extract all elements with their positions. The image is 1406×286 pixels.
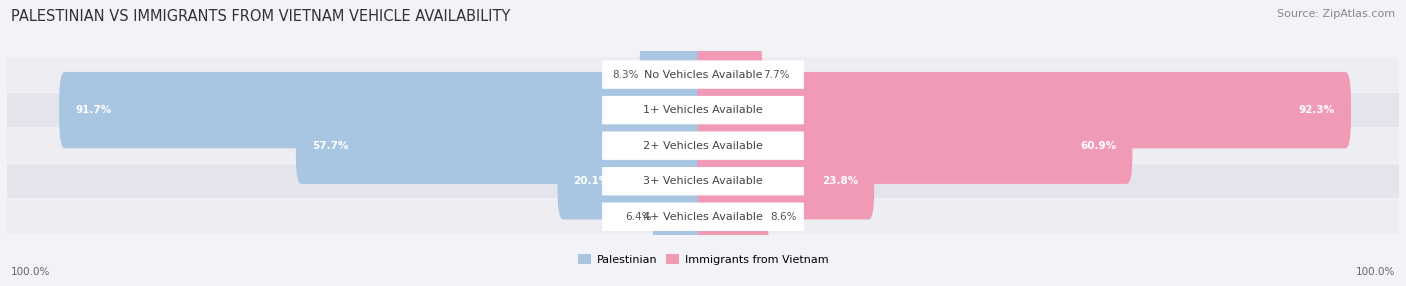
Legend: Palestinian, Immigrants from Vietnam: Palestinian, Immigrants from Vietnam xyxy=(574,250,832,269)
FancyBboxPatch shape xyxy=(602,202,804,231)
FancyBboxPatch shape xyxy=(697,108,1132,184)
FancyBboxPatch shape xyxy=(7,129,1399,163)
FancyBboxPatch shape xyxy=(652,178,709,255)
FancyBboxPatch shape xyxy=(697,178,769,255)
FancyBboxPatch shape xyxy=(602,132,804,160)
Text: PALESTINIAN VS IMMIGRANTS FROM VIETNAM VEHICLE AVAILABILITY: PALESTINIAN VS IMMIGRANTS FROM VIETNAM V… xyxy=(11,9,510,23)
FancyBboxPatch shape xyxy=(640,36,709,113)
FancyBboxPatch shape xyxy=(697,36,762,113)
Text: 60.9%: 60.9% xyxy=(1080,141,1116,151)
FancyBboxPatch shape xyxy=(602,60,804,89)
FancyBboxPatch shape xyxy=(7,200,1399,234)
FancyBboxPatch shape xyxy=(602,96,804,124)
Text: 91.7%: 91.7% xyxy=(76,105,111,115)
FancyBboxPatch shape xyxy=(558,143,709,219)
FancyBboxPatch shape xyxy=(697,143,875,219)
Text: 23.8%: 23.8% xyxy=(823,176,858,186)
Text: 8.6%: 8.6% xyxy=(770,212,796,222)
Text: 7.7%: 7.7% xyxy=(763,69,790,80)
FancyBboxPatch shape xyxy=(7,164,1399,198)
Text: 1+ Vehicles Available: 1+ Vehicles Available xyxy=(643,105,763,115)
Text: 57.7%: 57.7% xyxy=(312,141,349,151)
Text: 3+ Vehicles Available: 3+ Vehicles Available xyxy=(643,176,763,186)
Text: 2+ Vehicles Available: 2+ Vehicles Available xyxy=(643,141,763,151)
Text: 6.4%: 6.4% xyxy=(626,212,651,222)
Text: Source: ZipAtlas.com: Source: ZipAtlas.com xyxy=(1277,9,1395,19)
Text: 4+ Vehicles Available: 4+ Vehicles Available xyxy=(643,212,763,222)
FancyBboxPatch shape xyxy=(7,57,1399,92)
FancyBboxPatch shape xyxy=(59,72,709,148)
Text: 100.0%: 100.0% xyxy=(1355,267,1395,277)
Text: 92.3%: 92.3% xyxy=(1299,105,1334,115)
Text: 8.3%: 8.3% xyxy=(612,69,638,80)
FancyBboxPatch shape xyxy=(295,108,709,184)
Text: 20.1%: 20.1% xyxy=(574,176,610,186)
Text: No Vehicles Available: No Vehicles Available xyxy=(644,69,762,80)
FancyBboxPatch shape xyxy=(697,72,1351,148)
FancyBboxPatch shape xyxy=(602,167,804,195)
FancyBboxPatch shape xyxy=(7,93,1399,127)
Text: 100.0%: 100.0% xyxy=(11,267,51,277)
